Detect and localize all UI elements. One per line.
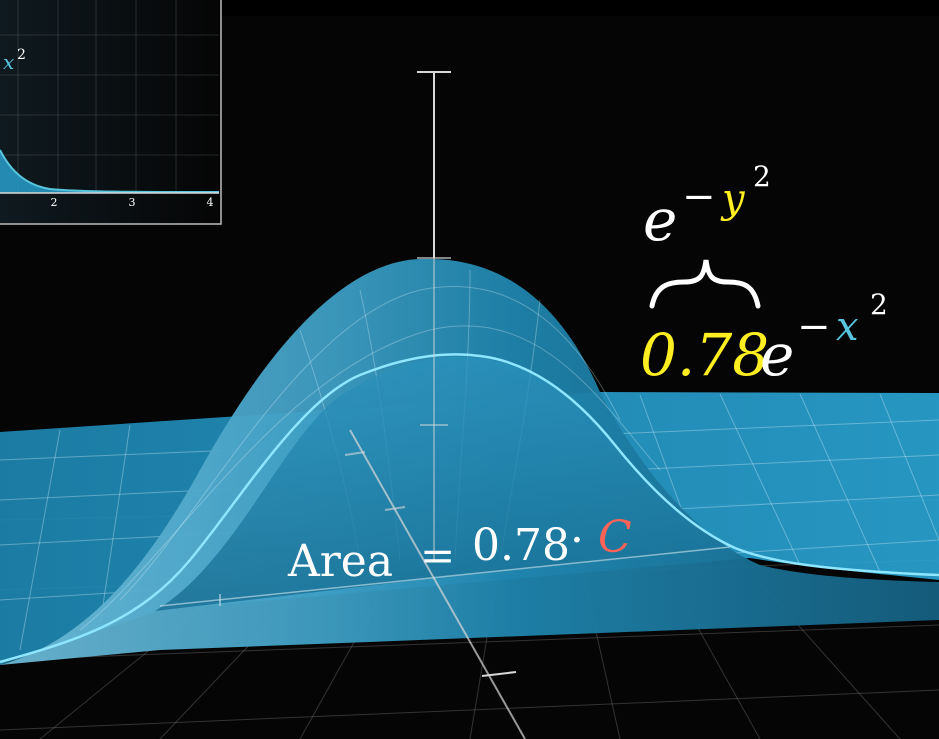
formula-bottom-base: e [760,321,794,389]
inset-tick-3: 3 [129,196,136,209]
inset-tick-2: 2 [51,196,58,209]
formula-top-var: y [720,176,746,222]
formula-e-minus-y-squared: e − y 2 [643,160,771,254]
inset-plot-curve [0,149,220,193]
area-dot: · [570,515,584,566]
formula-bottom-power: 2 [870,288,888,321]
area-word: Area [287,536,393,587]
formula-coefficient-e-minus-x-squared: 0.78 e − x 2 [640,288,888,389]
formula-bottom-coefficient: 0.78 [640,321,769,389]
inset-label-x: x [3,50,14,74]
area-constant: C [598,512,632,563]
formula-top-minus: − [682,174,716,220]
y-axis [344,429,526,739]
area-label: Area = 0.78 · C [287,512,632,587]
formula-top-power: 2 [753,160,771,193]
inset-label-exponent: 2 [17,47,26,63]
inset-plot-grid [0,0,219,192]
curly-brace [649,259,761,309]
z-axis [417,71,451,560]
inset-tick-4: 4 [207,196,214,209]
slice-baseline [159,546,731,607]
slice-curve [0,353,939,664]
inset-plot-curve-fill [0,150,219,193]
formula-top-base: e [643,186,677,254]
formula-bottom-var: x [836,304,859,350]
formula-bottom-minus: − [797,304,831,350]
area-value: 0.78 [472,520,570,571]
area-equals: = [420,531,455,580]
inset-plot: 2 3 4 x 2 [0,0,222,225]
top-band [0,0,939,16]
slice-area [155,356,730,611]
